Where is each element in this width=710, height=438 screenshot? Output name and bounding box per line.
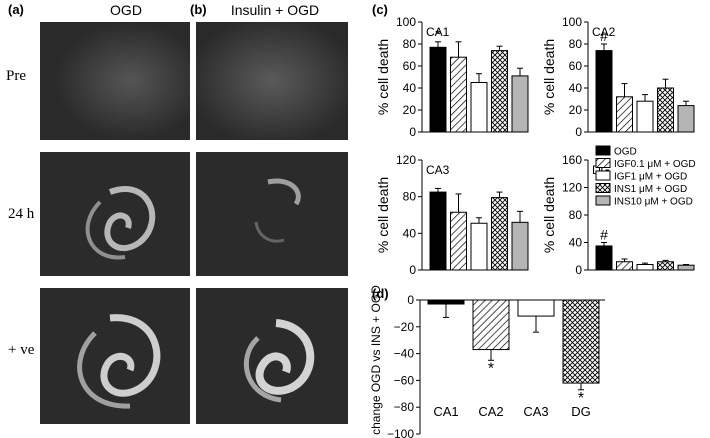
chart-ca3-tick-label: 0	[409, 263, 416, 277]
change-chart-category-label: CA2	[478, 404, 503, 419]
panel-label-b: (b)	[190, 2, 207, 17]
micrograph-ins-positive	[196, 288, 348, 424]
legend-label: IGF1 μM + OGD	[614, 172, 687, 183]
legend-swatch	[595, 158, 611, 168]
chart-dg-tick-label: 160	[562, 153, 582, 167]
chart-dg-tick-label: 40	[569, 236, 583, 250]
legend-swatch	[595, 170, 611, 181]
chart-ca3-bar	[491, 197, 508, 271]
panel-label-c: (c)	[372, 2, 388, 17]
legend-swatch	[595, 183, 611, 193]
chart-ca1-bar	[511, 75, 529, 133]
chart-ca2-title: CA2	[592, 25, 616, 39]
micrograph-ins-24h	[196, 152, 348, 276]
chart-ca3-tick-label: 40	[403, 226, 417, 240]
panel-label-d: (d)	[372, 286, 389, 301]
chart-ca2-significance: #	[600, 28, 608, 44]
change-chart-significance: *	[578, 390, 584, 407]
chart-dg-bar	[657, 261, 674, 271]
chart-ca1-tick-label: 40	[403, 81, 417, 95]
chart-ca2-bar	[657, 87, 674, 133]
chart-ca2-bar	[595, 50, 613, 133]
change-chart-bar	[517, 299, 555, 317]
chart-ca1-title: CA1	[426, 25, 450, 39]
change-chart-bar	[562, 299, 600, 384]
chart-ca3-bar	[429, 191, 447, 271]
chart-ca1-ylabel: % cell death	[375, 39, 391, 115]
chart-dg-bar	[616, 261, 633, 271]
chart-ca1-bar	[491, 50, 508, 133]
change-chart-category-label: DG	[571, 404, 591, 419]
row-label-positive: + ve	[8, 342, 35, 358]
legend-swatch	[595, 145, 611, 156]
change-chart-tick-label: −40	[394, 347, 415, 361]
change-chart-tick-label: −60	[394, 373, 415, 387]
panel-label-a: (a)	[8, 2, 24, 17]
chart-dg-tick-label: 0	[575, 263, 582, 277]
change-chart-tick-label: 0	[407, 293, 414, 307]
micrograph-ogd-positive	[40, 288, 190, 424]
row-label-pre: Pre	[6, 68, 26, 84]
chart-ca2-ylabel: % cell death	[541, 39, 557, 115]
chart-ca1-tick-label: 20	[403, 103, 417, 117]
chart-ca2-bar	[636, 100, 654, 133]
chart-ca3-tick-label: 120	[396, 153, 416, 167]
row-label-24h: 24 h	[8, 206, 35, 222]
legend-label: INS10 μM + OGD	[614, 197, 693, 208]
chart-ca2-tick-label: 80	[569, 37, 583, 51]
legend-label: INS1 μM + OGD	[614, 184, 687, 195]
change-chart-bar	[427, 299, 465, 305]
chart-ca3-ylabel: % cell death	[375, 177, 391, 253]
chart-ca1-tick-label: 60	[403, 59, 417, 73]
chart-ca1-tick-label: 100	[396, 15, 416, 29]
chart-ca1-bar	[429, 46, 447, 133]
column-title-ogd: OGD	[110, 2, 142, 18]
change-chart-category-label: CA1	[433, 404, 458, 419]
chart-dg-tick-label: 80	[569, 208, 583, 222]
chart-ca3-bar	[470, 222, 488, 271]
chart-dg-ylabel: % cell death	[541, 177, 557, 253]
legend-label: IGF0.1 μM + OGD	[614, 159, 696, 170]
chart-ca2-tick-label: 100	[562, 15, 582, 29]
column-title-insulin-ogd: Insulin + OGD	[230, 2, 320, 18]
chart-ca2-tick-label: 0	[575, 125, 582, 139]
change-chart-bar	[472, 299, 510, 351]
chart-ca3-bar	[511, 221, 529, 271]
chart-dg-bar	[595, 245, 613, 271]
chart-dg-bar	[636, 264, 654, 271]
chart-ca1-tick-label: 0	[409, 125, 416, 139]
chart-ca1-bar	[450, 56, 467, 133]
chart-dg-significance: #	[600, 227, 608, 243]
change-chart-tick-label: −80	[394, 400, 415, 414]
chart-ca2-tick-label: 60	[569, 59, 583, 73]
legend-label: OGD	[614, 147, 637, 158]
chart-ca2-bar	[616, 96, 633, 133]
chart-ca2-tick-label: 20	[569, 103, 583, 117]
chart-ca3-tick-label: 80	[403, 190, 417, 204]
chart-dg-bar	[677, 264, 695, 271]
chart-ca1-tick-label: 80	[403, 37, 417, 51]
change-chart-tick-label: −100	[387, 427, 414, 438]
chart-ca3-bar	[450, 211, 467, 271]
micrograph-ogd-pre	[40, 22, 190, 140]
legend-swatch	[595, 195, 611, 206]
chart-ca1-significance: *	[435, 26, 441, 42]
micrograph-ins-pre	[196, 22, 348, 140]
chart-ca1-bar	[470, 82, 488, 133]
chart-ca2-bar	[677, 105, 695, 133]
chart-ca2-tick-label: 40	[569, 81, 583, 95]
chart-dg-tick-label: 120	[562, 181, 582, 195]
change-chart-tick-label: −20	[394, 320, 415, 334]
change-chart-ylabel: % change OGD vs INS + OGD	[369, 285, 383, 438]
change-chart-significance: *	[488, 360, 494, 377]
micrograph-ogd-24h	[40, 152, 190, 276]
change-chart-category-label: CA3	[523, 404, 548, 419]
chart-ca3-title: CA3	[426, 163, 450, 177]
